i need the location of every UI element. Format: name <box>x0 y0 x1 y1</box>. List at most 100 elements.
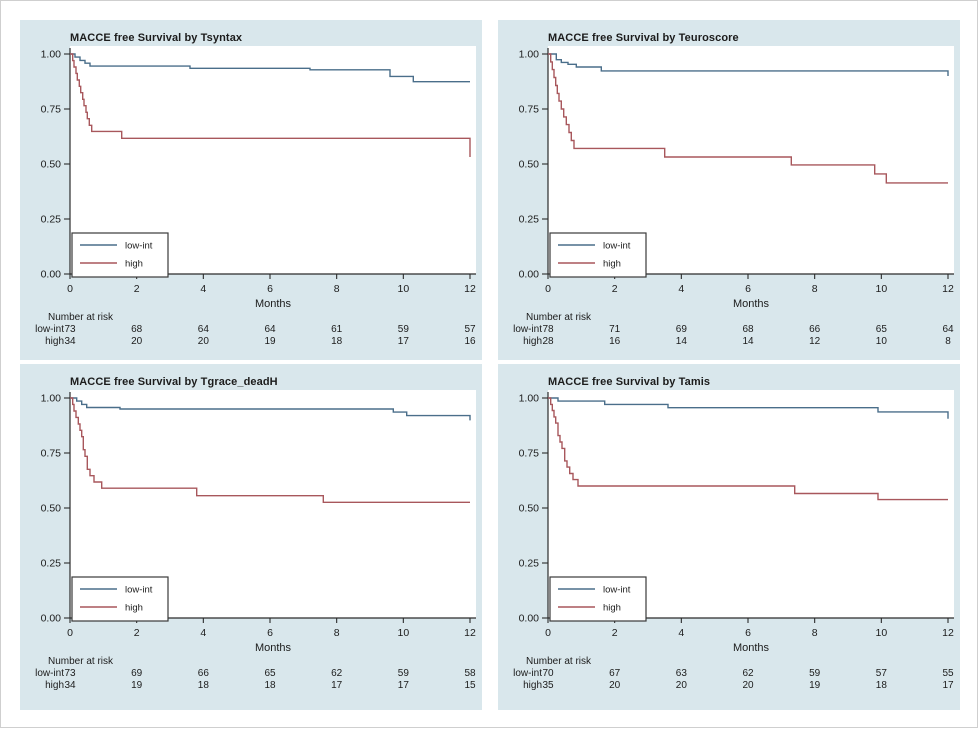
risk-value: 20 <box>609 680 621 691</box>
y-tick-label: 0.00 <box>41 269 62 281</box>
x-tick-label: 0 <box>545 627 551 639</box>
km-panel-tgrace-deadh: MACCE free Survival by Tgrace_deadH 0.00… <box>20 364 482 710</box>
risk-row-label: low-int <box>35 324 64 335</box>
risk-value: 20 <box>197 336 209 347</box>
km-panel-tsyntax: MACCE free Survival by Tsyntax 0.00 0.25 0… <box>20 20 482 360</box>
panel-title: MACCE free Survival by Tamis <box>548 376 711 388</box>
risk-row-label: low-int <box>513 668 542 679</box>
risk-value: 18 <box>875 680 887 691</box>
y-tick-label: 0.25 <box>41 558 62 570</box>
risk-value: 61 <box>331 324 343 335</box>
km-panel-teuroscore: MACCE free Survival by Teuroscore 0.00 0.… <box>498 20 960 360</box>
risk-row-label: high <box>45 680 64 691</box>
curve-high <box>70 397 470 503</box>
number-at-risk-label: Number at risk <box>526 656 592 667</box>
risk-value: 67 <box>609 668 621 679</box>
y-tick-label: 0.75 <box>519 448 540 460</box>
risk-value: 34 <box>64 336 76 347</box>
y-tick-label: 0.75 <box>519 104 540 116</box>
risk-value: 12 <box>809 336 821 347</box>
legend-label: low-int <box>603 241 631 252</box>
x-tick-label: 0 <box>67 283 73 295</box>
risk-row-label: high <box>523 680 542 691</box>
x-tick-label: 2 <box>612 627 618 639</box>
risk-value: 15 <box>464 680 476 691</box>
panel-title: MACCE free Survival by Tgrace_deadH <box>70 376 278 388</box>
y-tick-label: 0.00 <box>519 613 540 625</box>
x-tick-label: 6 <box>267 627 273 639</box>
legend-box <box>71 576 169 622</box>
x-tick-label: 4 <box>678 283 684 295</box>
risk-value: 71 <box>609 324 621 335</box>
legend-label: high <box>125 603 143 614</box>
risk-value: 70 <box>542 668 554 679</box>
risk-value: 19 <box>131 680 143 691</box>
risk-value: 69 <box>675 324 687 335</box>
x-tick-label: 6 <box>745 627 751 639</box>
x-axis-label: Months <box>255 642 292 654</box>
risk-value: 17 <box>397 680 409 691</box>
risk-value: 20 <box>131 336 143 347</box>
legend-label: high <box>603 259 621 270</box>
risk-value: 66 <box>197 668 209 679</box>
risk-value: 8 <box>945 336 951 347</box>
risk-value: 63 <box>675 668 687 679</box>
risk-value: 64 <box>264 324 276 335</box>
y-tick-label: 0.50 <box>519 503 540 515</box>
number-at-risk-label: Number at risk <box>48 312 114 323</box>
risk-value: 73 <box>64 324 76 335</box>
legend-label: low-int <box>603 585 631 596</box>
risk-value: 62 <box>331 668 343 679</box>
risk-value: 69 <box>131 668 143 679</box>
risk-value: 57 <box>464 324 476 335</box>
legend-box <box>549 576 647 622</box>
curve-high <box>548 397 948 501</box>
y-tick-label: 0.50 <box>41 159 62 171</box>
risk-value: 28 <box>542 336 554 347</box>
x-tick-label: 12 <box>942 627 954 639</box>
risk-value: 19 <box>809 680 821 691</box>
risk-value: 68 <box>131 324 143 335</box>
risk-value: 68 <box>742 324 754 335</box>
x-tick-label: 12 <box>464 283 476 295</box>
risk-row-label: low-int <box>35 668 64 679</box>
legend-box <box>71 232 169 278</box>
risk-value: 62 <box>742 668 754 679</box>
risk-value: 65 <box>264 668 276 679</box>
number-at-risk-label: Number at risk <box>526 312 592 323</box>
risk-value: 64 <box>942 324 954 335</box>
risk-row-label: high <box>45 336 64 347</box>
x-tick-label: 8 <box>334 627 340 639</box>
y-tick-label: 0.75 <box>41 448 62 460</box>
legend-box <box>549 232 647 278</box>
risk-row-label: high <box>523 336 542 347</box>
curve-low-int <box>70 53 470 83</box>
risk-value: 14 <box>742 336 754 347</box>
y-tick-label: 0.25 <box>41 214 62 226</box>
x-tick-label: 10 <box>875 627 887 639</box>
curve-high <box>70 53 471 157</box>
curve-low-int <box>70 397 471 421</box>
x-tick-label: 8 <box>334 283 340 295</box>
risk-value: 58 <box>464 668 476 679</box>
risk-value: 59 <box>397 324 409 335</box>
x-tick-label: 12 <box>942 283 954 295</box>
y-tick-label: 0.50 <box>41 503 62 515</box>
y-tick-label: 1.00 <box>519 393 540 405</box>
risk-value: 14 <box>675 336 687 347</box>
risk-value: 66 <box>809 324 821 335</box>
risk-value: 19 <box>264 336 276 347</box>
risk-value: 59 <box>397 668 409 679</box>
x-tick-label: 6 <box>267 283 273 295</box>
x-tick-label: 6 <box>745 283 751 295</box>
y-tick-label: 1.00 <box>41 393 62 405</box>
risk-value: 34 <box>64 680 76 691</box>
x-tick-label: 0 <box>67 627 73 639</box>
x-tick-label: 0 <box>545 283 551 295</box>
x-tick-label: 8 <box>812 283 818 295</box>
risk-value: 16 <box>464 336 476 347</box>
x-tick-label: 4 <box>200 283 206 295</box>
panel-title: MACCE free Survival by Tsyntax <box>70 32 243 44</box>
risk-value: 64 <box>197 324 209 335</box>
panel-title: MACCE free Survival by Teuroscore <box>548 32 739 44</box>
